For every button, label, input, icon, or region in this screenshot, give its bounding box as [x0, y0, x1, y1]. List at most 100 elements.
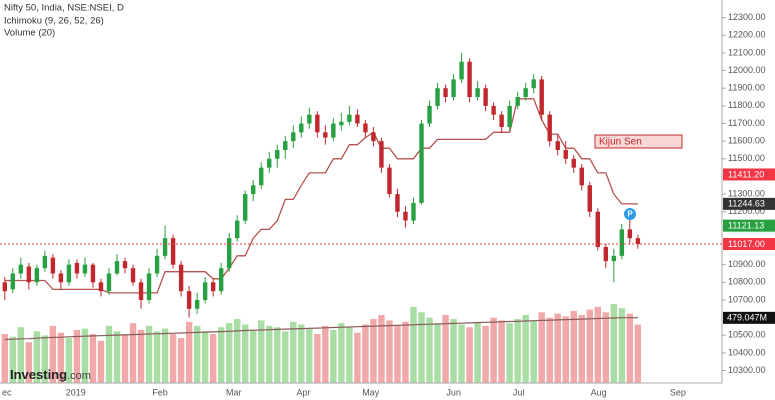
volume-bar [290, 321, 297, 383]
price-label-box [723, 197, 775, 210]
volume-bar [522, 315, 529, 383]
chart-title: Nifty 50, India, NSE:NSEI, D [4, 3, 124, 14]
candle-body [419, 123, 424, 203]
volume-bar [602, 312, 610, 383]
volume-bar [298, 324, 305, 383]
volume-bar [282, 331, 289, 383]
volume-bar [314, 334, 321, 383]
candle-body [395, 194, 400, 212]
candle-body [411, 202, 416, 221]
volume-bar [386, 320, 393, 383]
candle-body [475, 88, 480, 98]
volume-bar [394, 325, 401, 383]
indicator-label: Ichimoku (9, 26, 52, 26) [4, 16, 104, 27]
volume-bar [274, 327, 281, 383]
candle-body [291, 132, 296, 142]
volume-bar [225, 323, 233, 383]
x-tick-label: 2019 [66, 387, 86, 397]
volume-bar [49, 325, 57, 383]
candle-body [363, 123, 368, 133]
volume-bar [161, 328, 169, 383]
candle-body [531, 79, 536, 89]
candle-body [387, 167, 392, 195]
y-tick-label: 11900.00 [728, 83, 765, 93]
candle-body [539, 79, 544, 115]
candle-body [547, 114, 552, 142]
volume-bar [177, 338, 185, 383]
price-label: 11411.20 [728, 169, 764, 179]
price-label: 11121.13 [728, 221, 764, 231]
volume-label-box [723, 311, 775, 324]
candle-body [82, 264, 88, 274]
candle-body [427, 105, 432, 124]
indicator-label: Volume (20) [4, 28, 55, 39]
candle-body [347, 114, 352, 122]
candle-body [194, 299, 200, 309]
candle-body [106, 273, 112, 292]
volume-bar [169, 334, 177, 383]
volume-bar [33, 331, 41, 383]
volume-bar [121, 335, 129, 383]
candle-body [635, 238, 641, 245]
y-tick-label: 10800.00 [728, 277, 766, 287]
volume-bar [201, 331, 209, 383]
candle-body [603, 247, 609, 262]
event-marker[interactable] [624, 208, 636, 220]
volume-bar [145, 325, 153, 383]
y-tick-label: 11800.00 [728, 100, 765, 110]
volume-bar [153, 331, 161, 383]
volume-bar [129, 323, 137, 383]
candle-body [619, 229, 625, 256]
volume-bar [266, 325, 273, 383]
volume-bar [354, 332, 361, 383]
candle-body [323, 132, 328, 138]
x-tick-label: Aug [591, 387, 607, 397]
volume-bar [338, 323, 345, 383]
y-tick-label: 12200.00 [728, 30, 766, 40]
price-label-box [723, 238, 775, 251]
volume-bar [97, 340, 105, 383]
volume-bar [1, 334, 9, 383]
candle-body [130, 268, 136, 283]
event-marker-label[interactable]: P [627, 210, 633, 219]
candle-body [2, 282, 8, 292]
candle-body [90, 264, 96, 283]
candle-body [331, 123, 336, 138]
candle-body [138, 282, 144, 300]
volume-bar [25, 342, 33, 383]
candle-body [555, 141, 560, 150]
y-tick-label: 11200.00 [728, 206, 765, 216]
volume-bar [498, 320, 505, 383]
candle-body [379, 141, 384, 168]
volume-bar [362, 324, 369, 383]
candle-body [74, 262, 80, 274]
candle-body [275, 149, 280, 159]
volume-bar [450, 319, 457, 383]
candle-body [42, 255, 48, 269]
candle-body [483, 88, 488, 106]
candle-body [243, 194, 248, 221]
volume-bar [474, 321, 481, 383]
volume-bar [9, 336, 17, 383]
candle-body [210, 282, 216, 292]
volume-bar [594, 306, 601, 383]
volume-bar [73, 329, 81, 383]
volume-bar [185, 321, 193, 383]
volume-bar [546, 317, 553, 383]
y-tick-label: 10900.00 [728, 259, 766, 269]
kijun-line [4, 98, 638, 294]
volume-bar [410, 306, 417, 383]
volume-bar [578, 315, 585, 383]
candle-body [571, 158, 576, 168]
price-label-box [723, 168, 775, 181]
volume-bar [378, 315, 385, 383]
logo: Investing.com [10, 367, 91, 382]
volume-bar [306, 328, 313, 383]
candle-body [355, 114, 360, 124]
candle-body [627, 229, 633, 239]
candle-body [226, 238, 232, 269]
candle-body [58, 273, 64, 283]
candle-body [34, 268, 40, 283]
volume-bar [538, 312, 545, 383]
x-tick-label: Sep [670, 387, 686, 397]
